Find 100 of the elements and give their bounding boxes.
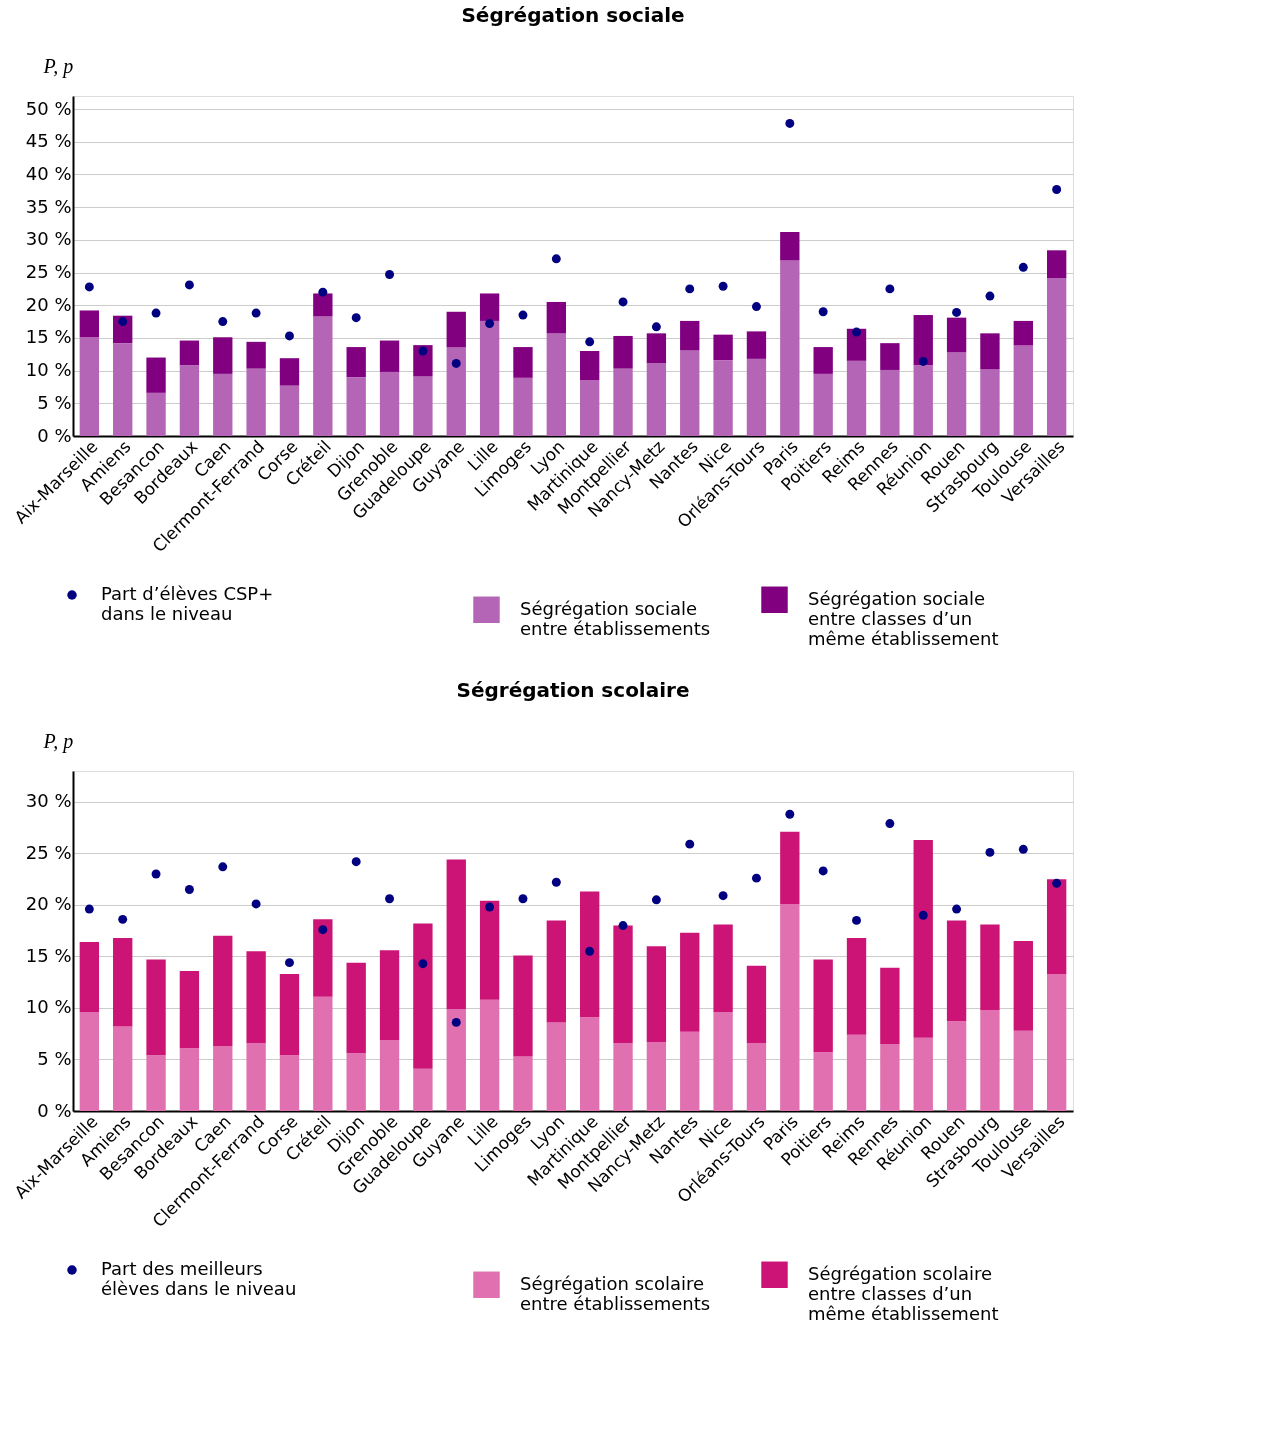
point <box>751 302 761 311</box>
bar <box>379 1039 400 1111</box>
point <box>485 902 495 912</box>
bar <box>279 1055 300 1111</box>
bar <box>79 337 100 436</box>
bar <box>780 903 800 1111</box>
bar <box>846 360 867 436</box>
bar <box>413 1068 433 1111</box>
point <box>485 319 495 328</box>
bar <box>980 333 1000 370</box>
bar <box>479 320 500 436</box>
point <box>785 119 795 128</box>
bar <box>1013 345 1033 436</box>
point <box>1052 878 1062 888</box>
y-tick-label: 30 % <box>25 228 72 250</box>
chart-title: Ségrégation scolaire <box>456 678 690 702</box>
bar <box>746 965 767 1043</box>
y-tick-label: 25 % <box>25 261 72 283</box>
point <box>918 910 928 920</box>
legend-label: Ségrégation sociale entre établissements <box>520 597 711 639</box>
bar <box>913 315 933 366</box>
bar <box>746 1043 767 1111</box>
y-axis-title: P, p <box>42 54 74 78</box>
point <box>351 857 361 867</box>
bar <box>179 365 200 436</box>
point <box>718 891 728 901</box>
point <box>1018 844 1028 854</box>
bar <box>313 293 333 317</box>
point <box>285 331 294 341</box>
point <box>318 287 328 297</box>
bar <box>113 1026 133 1111</box>
bar <box>680 320 700 351</box>
point <box>685 284 695 294</box>
bar <box>880 1044 900 1111</box>
point <box>685 839 695 849</box>
point <box>985 847 995 857</box>
bar <box>880 369 900 436</box>
bar <box>680 1031 700 1111</box>
point <box>385 270 395 279</box>
point <box>184 280 194 290</box>
bar <box>246 1043 266 1111</box>
point <box>418 346 428 356</box>
legend-label: Ségrégation scolaire entre établissements <box>520 1272 711 1314</box>
bar <box>446 347 466 436</box>
bar <box>313 919 333 997</box>
point <box>818 307 828 317</box>
point <box>785 809 795 819</box>
point <box>184 885 194 894</box>
legend-label: Ségrégation sociale entre classes d’un même établissement <box>808 587 999 649</box>
point <box>551 254 561 264</box>
chart-title: Ségrégation sociale <box>461 3 685 27</box>
bar <box>913 840 933 1038</box>
y-tick-label: 45 % <box>25 130 72 152</box>
point <box>952 904 962 914</box>
bar <box>580 891 600 1018</box>
bar <box>513 955 533 1057</box>
point <box>451 358 461 368</box>
point <box>285 958 294 968</box>
bar <box>346 347 366 378</box>
bar <box>146 959 166 1056</box>
point <box>985 291 995 301</box>
point <box>451 1017 461 1027</box>
bar <box>613 925 633 1043</box>
bar <box>646 946 667 1042</box>
bar <box>279 358 300 386</box>
legend-label: Part des meilleurs élèves dans le niveau <box>101 1258 297 1299</box>
y-tick-label: 25 % <box>25 841 72 863</box>
point <box>651 895 661 905</box>
bar <box>580 1017 600 1111</box>
point <box>251 308 261 318</box>
bar <box>79 1012 100 1111</box>
y-tick-label: 15 % <box>25 944 72 966</box>
point <box>118 317 128 327</box>
bar <box>413 345 433 377</box>
point <box>518 310 528 320</box>
bar <box>946 352 967 436</box>
bar <box>379 371 400 436</box>
bar <box>680 932 700 1032</box>
bar <box>613 1043 633 1111</box>
bar <box>746 358 767 436</box>
bar <box>1046 879 1067 974</box>
bar <box>246 341 266 369</box>
bar <box>646 1041 667 1111</box>
bar <box>413 376 433 436</box>
bar <box>746 331 767 359</box>
point <box>885 284 895 294</box>
y-tick-label: 10 % <box>25 359 72 381</box>
bar <box>580 351 600 381</box>
bar <box>780 260 800 436</box>
bar <box>646 333 667 364</box>
point <box>84 282 94 292</box>
point <box>151 308 161 318</box>
bar <box>113 343 133 436</box>
bar <box>713 924 733 1013</box>
bar <box>546 301 566 334</box>
y-tick-label: 5 % <box>37 391 72 413</box>
y-tick-label: 20 % <box>25 893 72 915</box>
bar <box>813 373 833 436</box>
bar <box>580 380 600 436</box>
point <box>385 894 395 904</box>
